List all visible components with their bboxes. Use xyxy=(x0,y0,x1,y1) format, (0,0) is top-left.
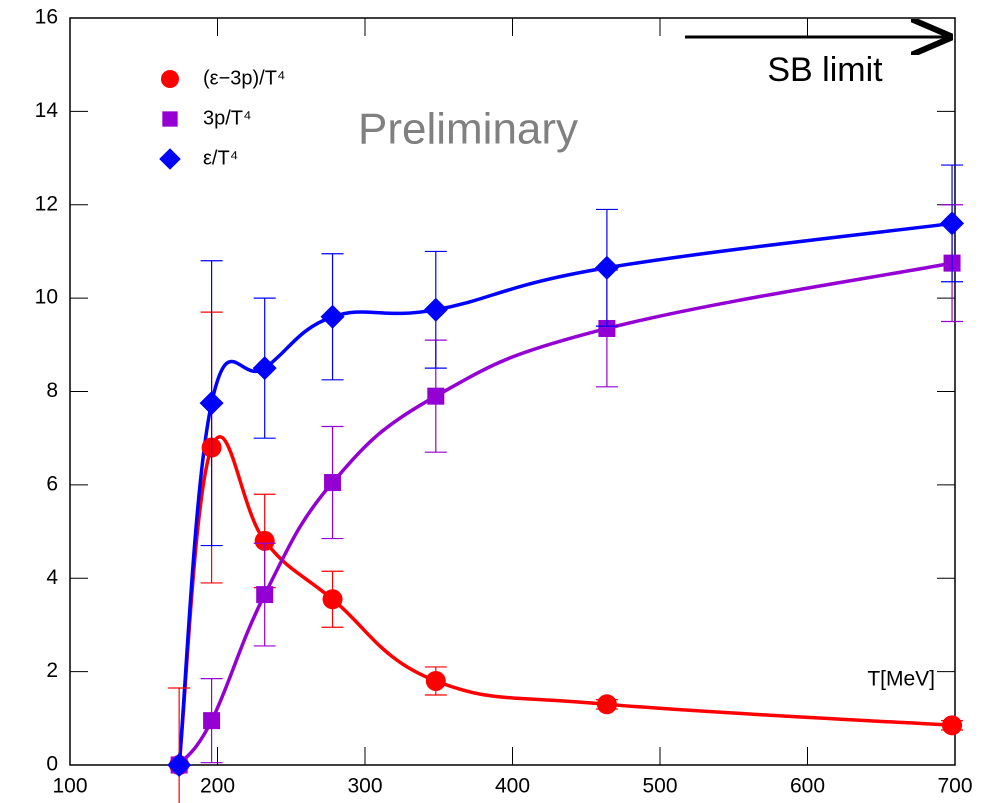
data-point xyxy=(252,356,277,381)
x-tick-label: 600 xyxy=(790,775,825,798)
data-point xyxy=(940,211,965,236)
y-tick-label: 14 xyxy=(35,99,59,122)
data-point xyxy=(423,297,448,322)
y-tick-label: 10 xyxy=(35,286,58,309)
series-line xyxy=(177,261,953,767)
data-point xyxy=(254,530,275,551)
data-point xyxy=(203,712,221,730)
data-point xyxy=(199,391,224,416)
data-point xyxy=(167,753,192,777)
data-point xyxy=(594,255,619,280)
series-line xyxy=(177,221,953,766)
y-tick-label: 16 xyxy=(35,6,58,29)
data-point xyxy=(427,387,445,405)
annotation: SB limit xyxy=(767,51,883,89)
data-point xyxy=(598,319,616,337)
y-tick-label: 4 xyxy=(46,566,58,589)
legend-marker xyxy=(159,148,181,170)
y-tick-label: 0 xyxy=(46,753,58,776)
y-tick-label: 2 xyxy=(46,659,58,682)
data-point xyxy=(256,586,274,604)
legend-label: 3p/T⁴ xyxy=(203,107,252,129)
legend-label: ε/T⁴ xyxy=(203,147,238,169)
series-line xyxy=(177,435,953,766)
x-tick-label: 200 xyxy=(200,775,235,798)
y-tick-label: 12 xyxy=(35,192,58,215)
data-point xyxy=(596,694,617,715)
y-tick-label: 6 xyxy=(46,472,58,495)
data-point xyxy=(320,304,345,329)
x-axis-label: T[MeV] xyxy=(867,668,935,691)
x-tick-label: 700 xyxy=(937,775,972,798)
legend-marker xyxy=(162,111,178,127)
data-point xyxy=(324,474,342,492)
data-point xyxy=(425,670,446,691)
x-tick-label: 300 xyxy=(347,775,382,798)
y-tick-label: 8 xyxy=(46,379,58,402)
x-tick-label: 100 xyxy=(52,775,87,798)
annotation: Preliminary xyxy=(358,105,578,154)
x-tick-label: 400 xyxy=(495,775,530,798)
x-tick-label: 500 xyxy=(642,775,677,798)
legend-marker xyxy=(161,70,179,88)
data-point xyxy=(322,589,343,610)
legend-label: (ε−3p)/T⁴ xyxy=(203,67,286,89)
data-point xyxy=(942,715,963,736)
